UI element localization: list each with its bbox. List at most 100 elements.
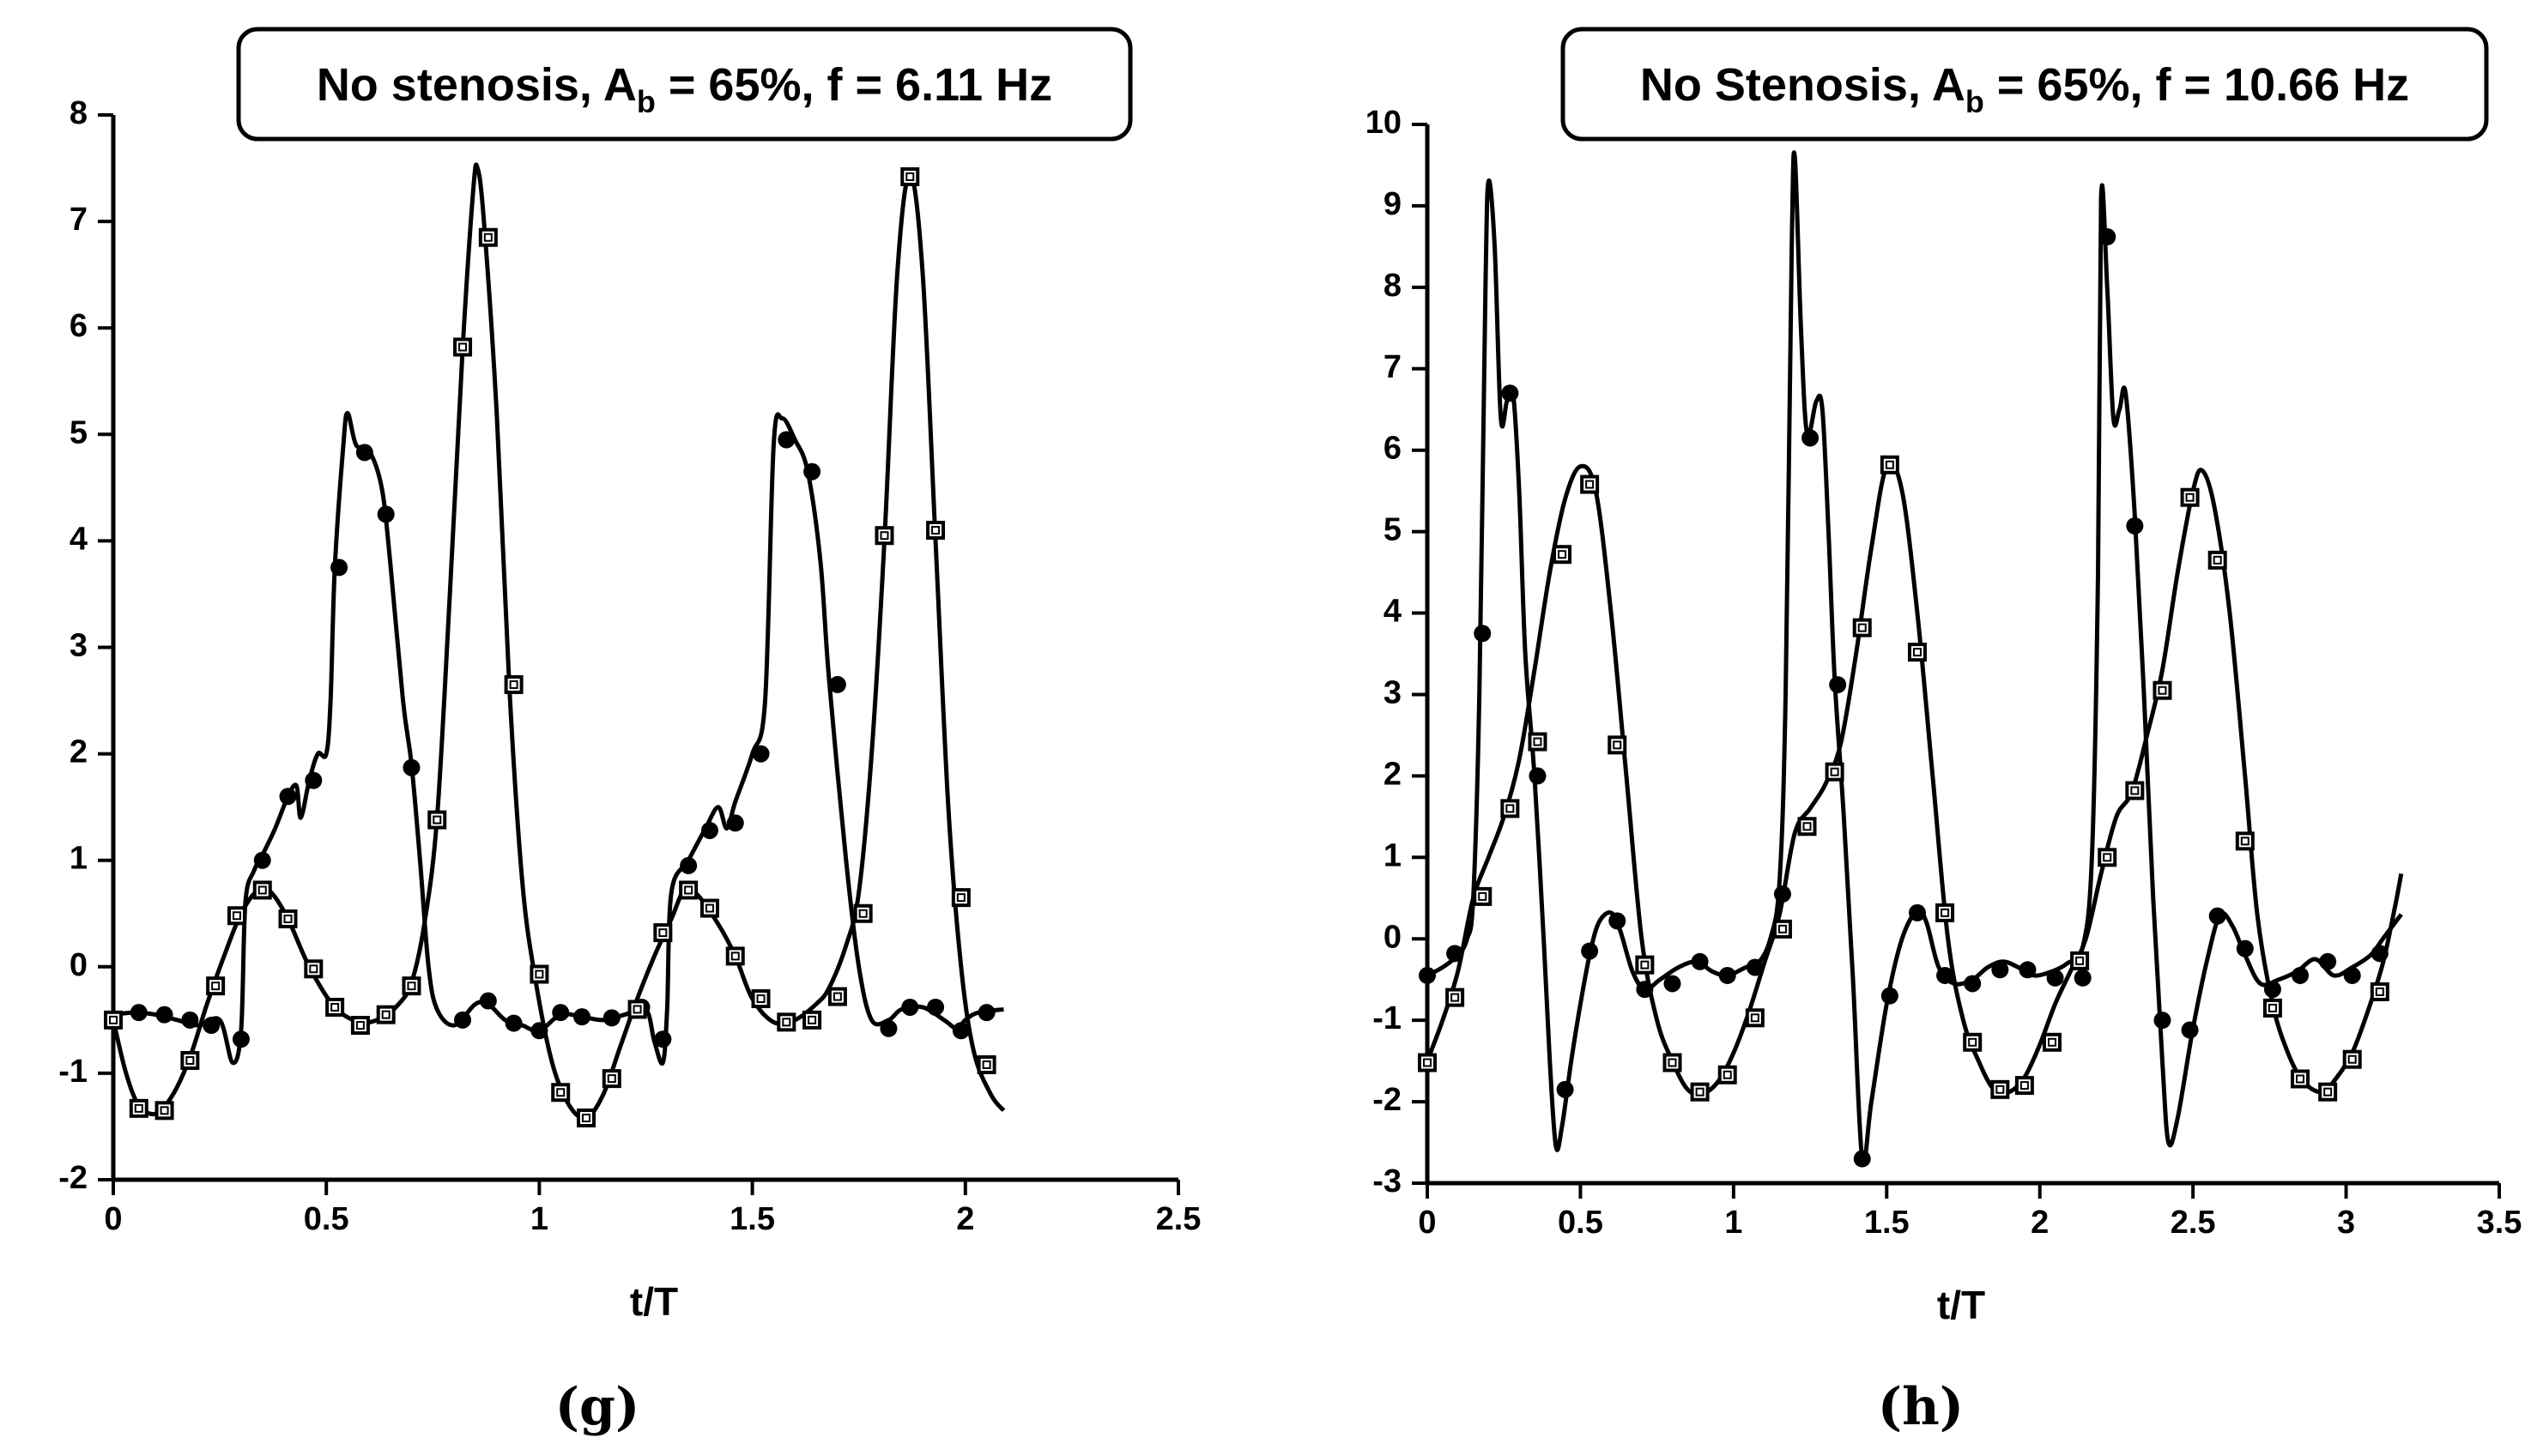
title-part: b	[637, 84, 656, 119]
square-marker	[725, 946, 745, 966]
y-tick-label: 4	[1384, 594, 1402, 630]
square-marker	[2042, 1032, 2062, 1052]
circle-marker	[2153, 1012, 2171, 1030]
square-marker	[376, 1005, 396, 1024]
circle-marker	[1556, 1080, 1574, 1098]
y-tick-label: 0	[70, 947, 88, 983]
square-marker	[1635, 955, 1655, 975]
series-line	[112, 410, 1004, 1066]
circle-marker	[403, 758, 421, 776]
square-marker-inner	[2213, 555, 2222, 565]
square-marker	[900, 166, 920, 186]
square-marker-inner	[2296, 1074, 2305, 1084]
y-tick-label: 2	[70, 734, 88, 770]
y-tick-label: 3	[1384, 674, 1402, 710]
square-marker-inner	[109, 1015, 118, 1024]
square-marker-inner	[458, 342, 468, 352]
circle-marker	[2236, 939, 2254, 958]
square-marker	[577, 1109, 596, 1128]
square-marker	[2014, 1076, 2034, 1096]
y-tick-label: 6	[70, 308, 88, 344]
square-marker	[2180, 487, 2200, 507]
square-marker	[2318, 1082, 2338, 1102]
chart-panel: -2 -1 0 1 2 3 4 5 6 7 8 0 0.5 1 1.5 2 2.5 No stenosis, Ab…	[58, 27, 1201, 1437]
title-part: = 65%, f = 6.11 Hz	[656, 59, 1052, 111]
square-marker-inner	[2019, 1081, 2029, 1090]
caption: (h)	[1878, 1377, 1964, 1437]
circle-marker	[1801, 429, 1820, 447]
circle-marker	[880, 1019, 898, 1037]
square-marker-inner	[509, 680, 518, 689]
y-tick-label: 4	[70, 521, 88, 557]
square-marker-inner	[407, 982, 416, 991]
circle-marker	[2046, 969, 2064, 987]
square-marker	[1825, 762, 1844, 782]
square-marker-inner	[1423, 1058, 1432, 1067]
caption: (g)	[555, 1377, 640, 1437]
circle-marker	[203, 1017, 221, 1035]
square-marker-inner	[2103, 853, 2112, 862]
square-marker	[530, 964, 549, 984]
square-marker-inner	[833, 992, 842, 1001]
square-marker-inner	[1750, 1013, 1759, 1023]
circle-marker	[155, 1006, 173, 1024]
y-tick-label: 8	[70, 95, 88, 131]
square-marker	[926, 520, 946, 540]
square-marker-inner	[257, 885, 267, 895]
y-tick-label: 8	[1384, 268, 1402, 304]
square-marker	[350, 1016, 370, 1036]
square-marker-inner	[905, 172, 915, 181]
square-marker-inner	[556, 1088, 566, 1097]
square-marker	[1500, 799, 1520, 819]
square-marker	[1907, 643, 1927, 662]
y-tick-label: 3	[70, 628, 88, 664]
square-marker-inner	[535, 970, 544, 979]
square-marker	[1935, 903, 1955, 922]
square-marker	[875, 526, 894, 546]
series-line	[111, 162, 1006, 1121]
circle-marker	[1964, 975, 1982, 993]
x-tick-label: 2	[2031, 1205, 2049, 1241]
square-marker	[1553, 545, 1572, 565]
circle-marker	[377, 505, 395, 523]
square-marker-inner	[1885, 460, 1894, 469]
square-marker-inner	[2047, 1037, 2056, 1047]
circle-marker	[1691, 952, 1709, 970]
circle-marker	[355, 444, 373, 462]
square-marker	[227, 906, 246, 926]
circle-marker	[828, 675, 846, 693]
square-marker	[2098, 848, 2117, 867]
circle-marker	[2181, 1021, 2199, 1039]
square-marker-inner	[1668, 1058, 1677, 1067]
circle-marker	[978, 1004, 996, 1022]
y-tick-label: 5	[1384, 512, 1402, 548]
square-marker	[325, 997, 345, 1017]
circle-marker	[752, 745, 770, 763]
circle-marker	[2292, 966, 2310, 984]
circle-marker	[1746, 958, 1764, 976]
y-tick-label: -1	[58, 1054, 88, 1090]
square-marker-inner	[1450, 993, 1460, 1002]
square-marker-inner	[309, 964, 318, 974]
square-marker	[1772, 919, 1792, 939]
square-marker-inner	[1613, 740, 1622, 750]
square-marker-inner	[2375, 987, 2384, 996]
square-marker	[777, 1012, 796, 1032]
square-marker	[1797, 817, 1817, 837]
square-marker-inner	[160, 1106, 169, 1115]
circle-marker	[479, 992, 497, 1010]
title-part: No Stenosis, A	[1640, 59, 1965, 111]
circle-marker	[927, 998, 945, 1016]
square-marker-inner	[1995, 1084, 2005, 1094]
circle-marker	[803, 462, 821, 480]
square-marker-inner	[185, 1056, 195, 1066]
square-marker-inner	[982, 1060, 991, 1069]
square-marker-inner	[1941, 908, 1950, 917]
square-marker	[180, 1051, 200, 1071]
x-axis-label: t/T	[1937, 1283, 1985, 1327]
circle-marker	[552, 1004, 570, 1022]
x-tick-label: 0	[104, 1201, 122, 1237]
square-marker-inner	[705, 903, 714, 913]
square-marker-inner	[2347, 1054, 2357, 1064]
